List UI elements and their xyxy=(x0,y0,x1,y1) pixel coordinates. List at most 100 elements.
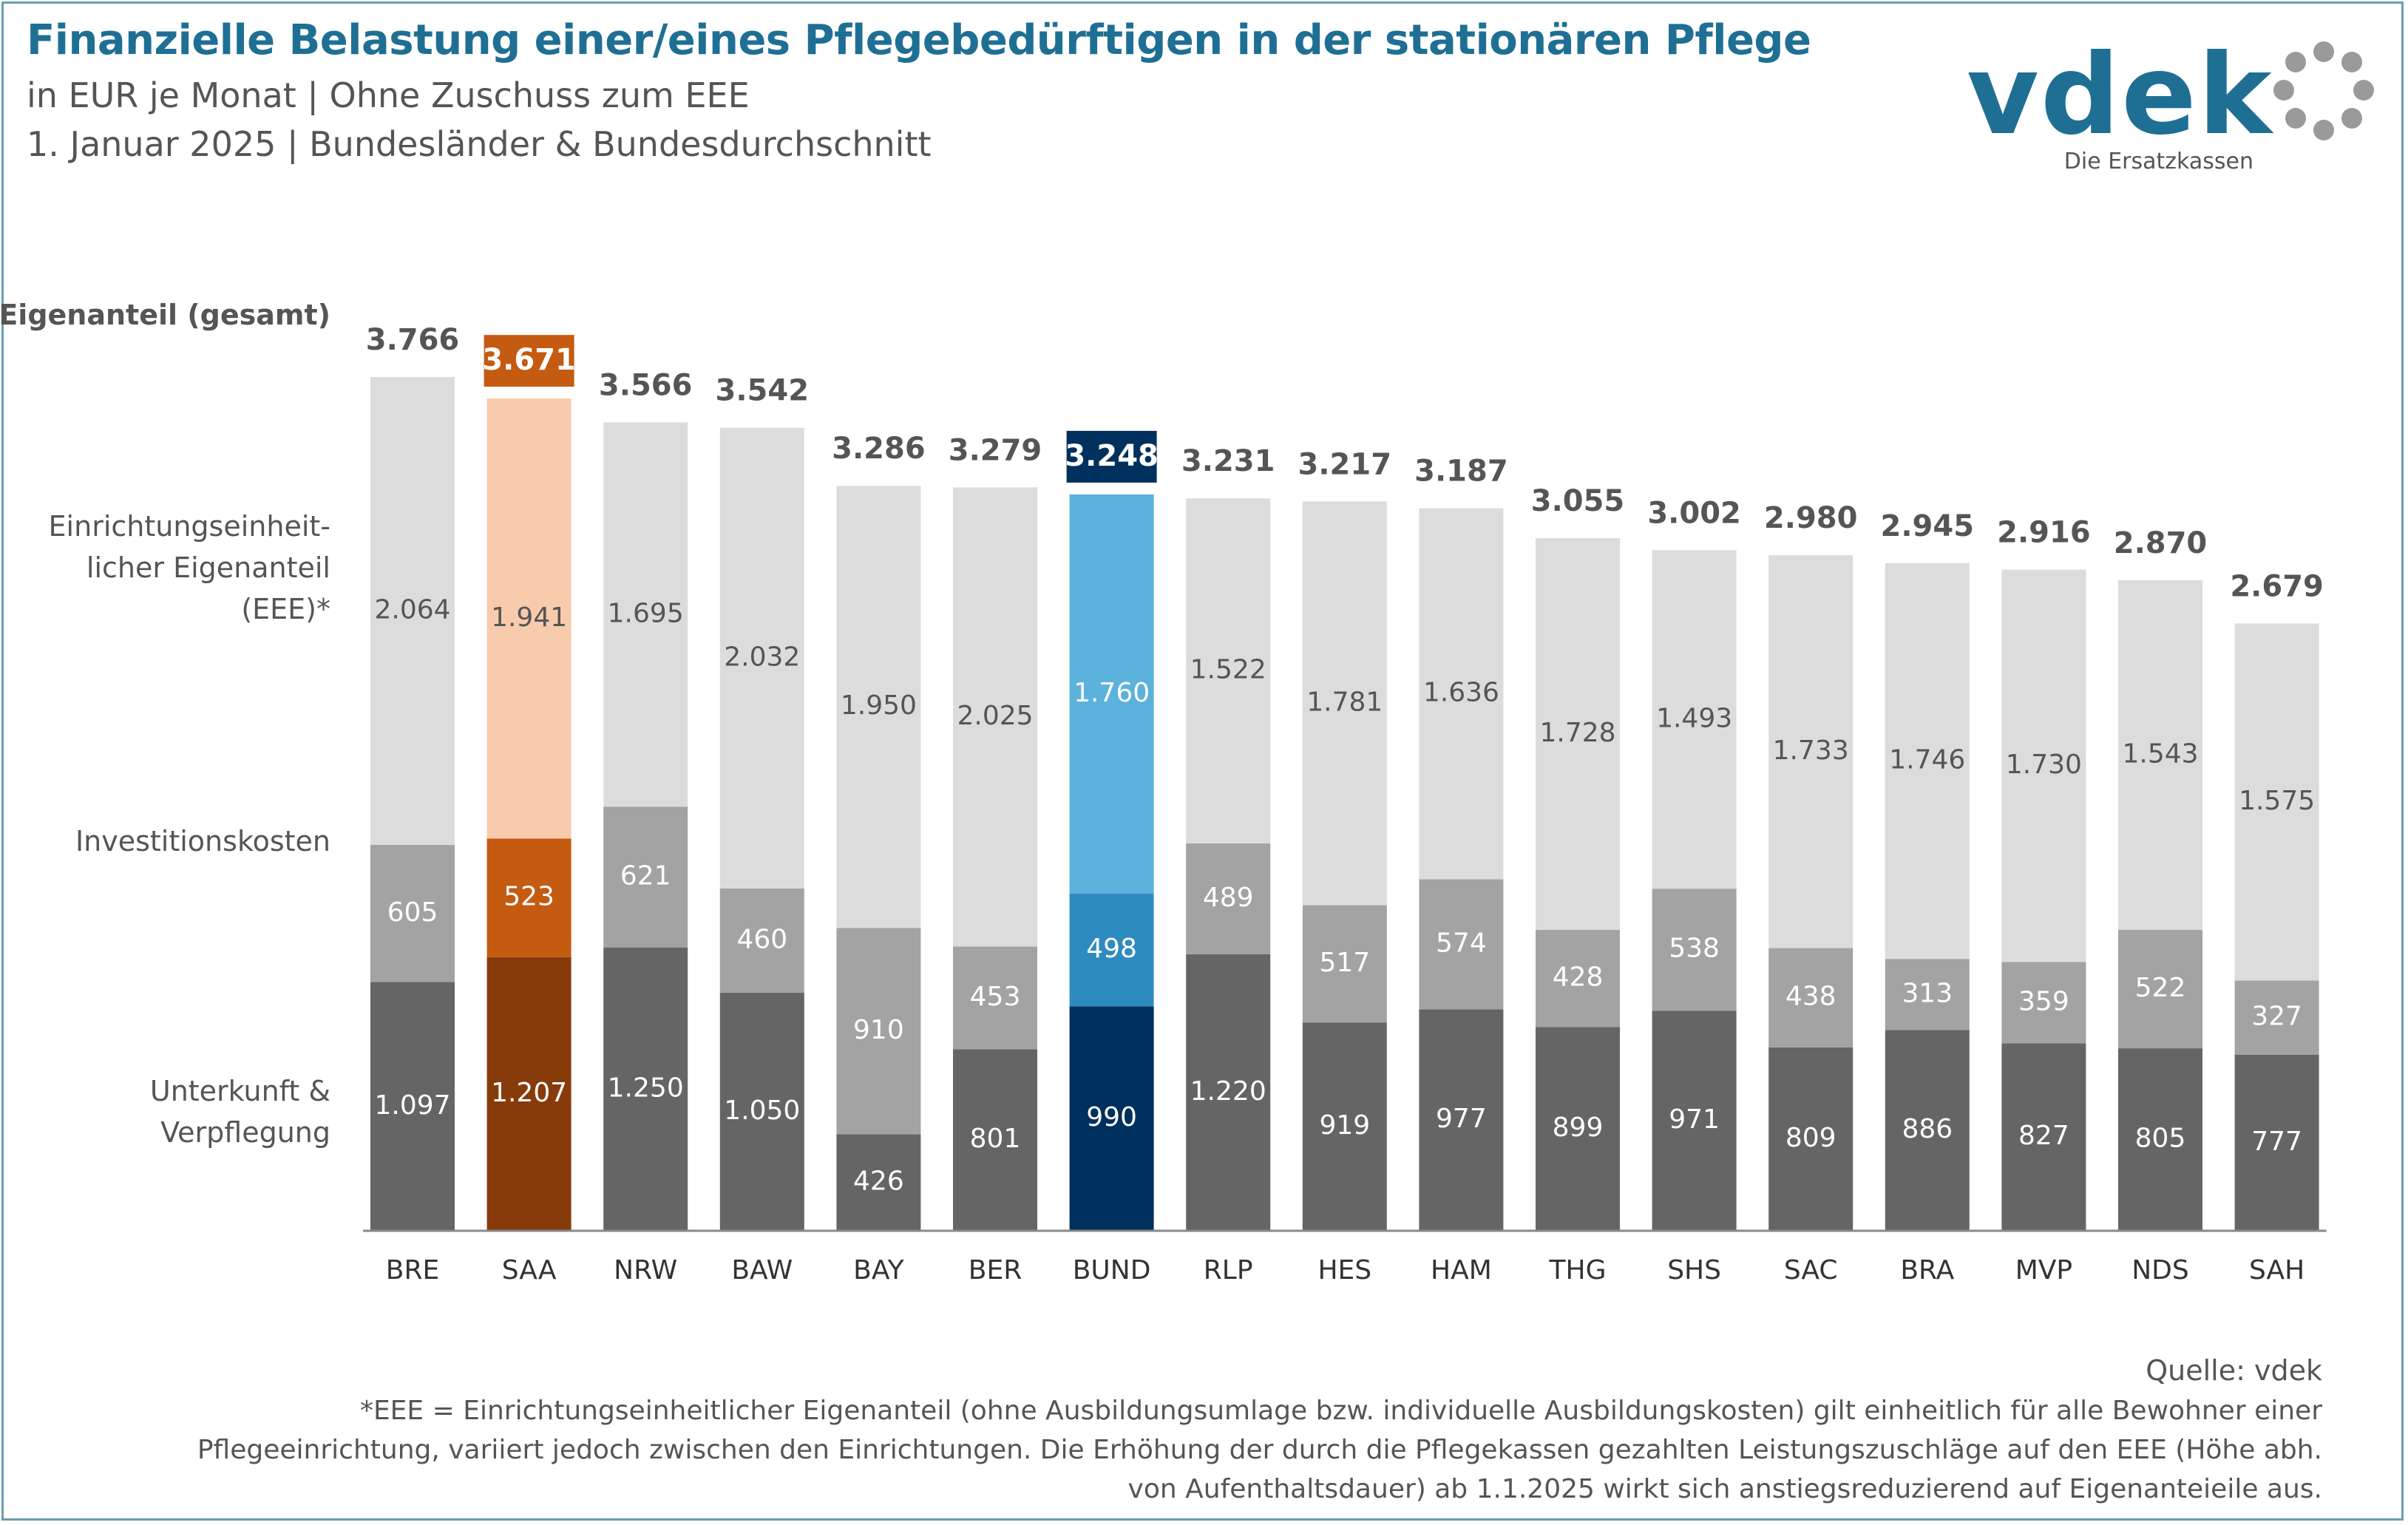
value-label-eee-shs: 1.493 xyxy=(1656,703,1732,733)
bar-eee-bra xyxy=(1885,563,1970,960)
total-label-sac: 2.980 xyxy=(1764,501,1858,535)
value-label-inv-bay: 910 xyxy=(853,1015,904,1045)
bar-eee-baw xyxy=(719,427,804,889)
bar-uv-bay xyxy=(836,1134,921,1231)
category-label-thg: THG xyxy=(1549,1255,1607,1285)
bar-uv-shs xyxy=(1652,1011,1737,1231)
logo-wordmark: vdek xyxy=(1967,31,2274,160)
bar-uv-sac xyxy=(1768,1047,1854,1231)
bar-inv-bund xyxy=(1069,893,1154,1007)
bar-inv-sah xyxy=(2234,980,2319,1055)
bar-inv-baw xyxy=(719,888,804,993)
value-label-uv-bund: 990 xyxy=(1086,1102,1137,1132)
label-uv-line2: Verpflegung xyxy=(160,1116,330,1149)
bar-eee-sac xyxy=(1768,555,1854,948)
value-label-eee-bre: 2.064 xyxy=(374,595,450,625)
bar-inv-hes xyxy=(1302,905,1387,1023)
value-label-uv-rlp: 1.220 xyxy=(1190,1076,1266,1107)
category-label-bra: BRA xyxy=(1900,1255,1954,1285)
total-label-thg: 3.055 xyxy=(1531,484,1625,518)
bar-uv-baw xyxy=(719,992,804,1231)
category-label-rlp: RLP xyxy=(1204,1255,1253,1285)
footnote-line1: *EEE = Einrichtungseinheitlicher Eigenan… xyxy=(359,1396,2322,1426)
value-label-uv-shs: 971 xyxy=(1669,1104,1720,1135)
bar-eee-shs xyxy=(1652,550,1737,889)
total-label-bra: 2.945 xyxy=(1881,509,1975,543)
value-label-inv-rlp: 489 xyxy=(1203,883,1254,913)
bar-uv-bra xyxy=(1885,1030,1970,1231)
total-label-shs: 3.002 xyxy=(1647,496,1741,530)
value-label-inv-thg: 428 xyxy=(1553,962,1604,993)
bar-inv-bra xyxy=(1885,959,1970,1030)
value-label-eee-nds: 1.543 xyxy=(2122,738,2198,769)
category-label-nds: NDS xyxy=(2131,1255,2189,1285)
bar-inv-bre xyxy=(370,845,455,982)
bar-eee-ham xyxy=(1419,508,1504,880)
value-label-eee-nrw: 1.695 xyxy=(608,598,684,628)
value-label-uv-nrw: 1.250 xyxy=(608,1073,684,1103)
bar-inv-mvp xyxy=(2001,962,2086,1044)
total-label-baw: 3.542 xyxy=(716,374,810,408)
vdek-logo: vdek Die Ersatzkassen xyxy=(1967,31,2374,174)
value-label-inv-saa: 523 xyxy=(503,882,554,912)
bar-eee-bre xyxy=(370,377,455,846)
footnote-line3: von Aufenthaltsdauer) ab 1.1.2025 wirkt … xyxy=(1127,1474,2322,1504)
label-eee-line2: licher Eigenanteil xyxy=(86,551,330,584)
value-label-uv-mvp: 827 xyxy=(2018,1121,2069,1151)
category-label-bay: BAY xyxy=(853,1255,905,1285)
bar-uv-bre xyxy=(370,982,455,1231)
value-label-inv-bund: 498 xyxy=(1086,934,1137,964)
value-label-uv-saa: 1.207 xyxy=(491,1078,567,1108)
chart-subtitle-date: 1. Januar 2025 | Bundesländer & Bundesdu… xyxy=(27,124,932,164)
bar-inv-nrw xyxy=(603,806,688,948)
category-label-saa: SAA xyxy=(502,1255,557,1285)
bar-uv-hes xyxy=(1302,1022,1387,1231)
value-label-eee-saa: 1.941 xyxy=(491,602,567,633)
value-label-inv-bre: 605 xyxy=(387,897,438,928)
value-label-uv-bay: 426 xyxy=(853,1166,904,1197)
category-label-bre: BRE xyxy=(386,1255,439,1285)
bar-uv-ham xyxy=(1419,1009,1504,1231)
value-label-inv-shs: 538 xyxy=(1669,934,1720,964)
value-label-inv-nds: 522 xyxy=(2135,973,2186,1003)
value-label-inv-ham: 574 xyxy=(1436,928,1487,958)
bar-eee-bay xyxy=(836,486,921,928)
value-label-eee-bay: 1.950 xyxy=(841,690,917,721)
label-eee: Einrichtungseinheit- licher Eigenanteil … xyxy=(49,506,330,630)
bar-eee-rlp xyxy=(1186,498,1271,843)
category-label-ber: BER xyxy=(969,1255,1022,1285)
value-label-uv-bre: 1.097 xyxy=(374,1090,450,1121)
value-label-eee-mvp: 1.730 xyxy=(2006,750,2082,780)
category-label-sah: SAH xyxy=(2249,1255,2304,1285)
total-label-saa: 3.671 xyxy=(482,343,576,377)
value-label-uv-bra: 886 xyxy=(1902,1114,1953,1144)
bar-inv-bay xyxy=(836,928,921,1135)
footnote: *EEE = Einrichtungseinheitlicher Eigenan… xyxy=(178,1391,2322,1509)
bar-inv-saa xyxy=(486,838,572,957)
bar-uv-sah xyxy=(2234,1054,2319,1231)
bar-inv-sac xyxy=(1768,948,1854,1047)
bar-uv-ber xyxy=(953,1049,1037,1231)
value-label-inv-ber: 453 xyxy=(970,982,1021,1012)
label-uv: Unterkunft & Verpflegung xyxy=(150,1070,330,1153)
bar-eee-nds xyxy=(2118,580,2202,931)
bar-eee-thg xyxy=(1536,538,1620,931)
bar-uv-nrw xyxy=(603,947,688,1231)
label-eee-line3: (EEE)* xyxy=(241,593,330,625)
total-label-bay: 3.286 xyxy=(832,432,926,466)
value-label-inv-sah: 327 xyxy=(2251,1002,2302,1032)
value-label-eee-sac: 1.733 xyxy=(1773,736,1849,766)
total-label-ber: 3.279 xyxy=(949,433,1042,467)
bar-eee-saa xyxy=(486,398,572,839)
value-label-uv-sah: 777 xyxy=(2251,1127,2302,1157)
total-label-rlp: 3.231 xyxy=(1181,444,1275,478)
label-total: Eigenanteil (gesamt) xyxy=(0,299,330,331)
logo-tagline: Die Ersatzkassen xyxy=(2064,149,2253,174)
category-label-hes: HES xyxy=(1317,1255,1371,1285)
value-label-uv-ham: 977 xyxy=(1436,1104,1487,1134)
chart-subtitle-unit: in EUR je Monat | Ohne Zuschuss zum EEE xyxy=(27,75,750,115)
logo-dots-icon xyxy=(2273,41,2374,140)
total-label-mvp: 2.916 xyxy=(1997,516,2091,550)
total-box-bund xyxy=(1066,430,1157,483)
